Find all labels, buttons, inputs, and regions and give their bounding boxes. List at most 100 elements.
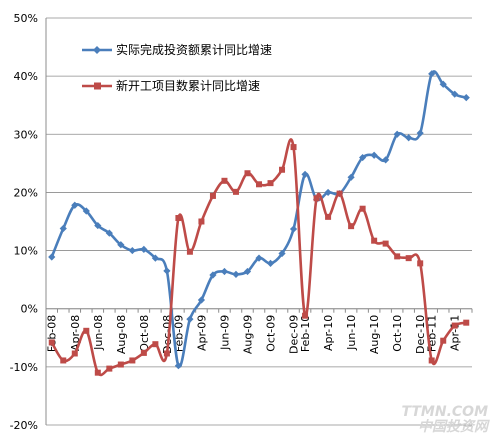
data-point-diamond xyxy=(289,225,298,233)
data-point-diamond xyxy=(439,80,447,88)
data-point-diamond xyxy=(186,315,194,323)
data-point-diamond xyxy=(416,129,424,137)
legend-label: 新开工项目数累计同比增速 xyxy=(116,78,260,93)
data-point-square xyxy=(244,170,251,177)
watermark-line1: TTMN.COM xyxy=(401,404,489,420)
x-tick-label: Feb-08 xyxy=(46,315,59,352)
data-point-diamond xyxy=(405,134,413,142)
data-point-square xyxy=(267,180,274,187)
data-point-square xyxy=(198,218,205,225)
y-tick-label: 50% xyxy=(14,12,38,25)
x-tick-label: Jun-10 xyxy=(345,315,358,351)
data-point-diamond xyxy=(140,245,148,254)
data-point-diamond xyxy=(151,254,159,262)
data-point-square xyxy=(163,350,170,357)
data-point-diamond xyxy=(393,130,401,138)
data-point-diamond xyxy=(59,224,67,233)
data-point-diamond xyxy=(232,270,240,279)
data-point-square xyxy=(290,144,297,151)
data-point-square xyxy=(117,361,124,368)
data-point-diamond xyxy=(243,267,252,276)
x-axis-tick-labels: Feb-08 Apr-08 Jun-08 Aug-08 Oct-08 Dec-08Feb-… xyxy=(46,315,462,354)
data-point-square xyxy=(463,319,470,326)
data-point-diamond xyxy=(82,207,90,215)
data-point-square xyxy=(129,357,136,364)
x-tick-label: Apr-09 xyxy=(195,315,208,351)
legend-marker-diamond xyxy=(93,46,101,54)
data-point-diamond xyxy=(71,201,79,209)
y-axis-tick-labels: -20% -10% 0% 10% 20% 30% 40% 50% xyxy=(10,12,38,432)
data-point-square xyxy=(106,365,113,372)
data-point-square xyxy=(428,357,435,364)
y-tick-label: 40% xyxy=(14,70,38,83)
data-point-diamond xyxy=(117,241,125,249)
data-point-square xyxy=(279,166,286,173)
x-tick-label: Apr-08 xyxy=(69,315,82,351)
data-point-diamond xyxy=(266,259,275,267)
data-point-square xyxy=(382,240,389,247)
data-point-square xyxy=(405,255,412,262)
y-tick-label: 20% xyxy=(14,186,38,199)
watermark-line2: 中国投资网 xyxy=(418,419,488,435)
data-point-diamond xyxy=(197,296,206,304)
data-point-diamond xyxy=(94,221,102,230)
data-point-square xyxy=(232,188,239,195)
data-point-diamond xyxy=(163,267,171,275)
x-tick-label: Jun-09 xyxy=(218,315,231,351)
data-point-square xyxy=(359,205,366,212)
x-tick-label: Apr-10 xyxy=(322,315,335,351)
y-tick-label: -10% xyxy=(10,361,38,374)
data-point-square xyxy=(175,215,182,222)
axes xyxy=(45,18,473,425)
y-tick-label: 30% xyxy=(14,128,38,141)
series-1 xyxy=(48,70,470,370)
data-point-square xyxy=(451,322,458,329)
data-point-diamond xyxy=(48,253,56,261)
series-group xyxy=(48,70,470,377)
data-point-square xyxy=(417,260,424,267)
data-point-square xyxy=(336,190,343,197)
data-point-diamond xyxy=(255,254,263,262)
data-point-diamond xyxy=(359,153,367,162)
x-tick-label: Oct-09 xyxy=(265,315,278,352)
data-point-diamond xyxy=(128,246,136,255)
data-point-square xyxy=(71,350,78,357)
x-tick-label: Dec-09 xyxy=(288,315,301,354)
x-tick-label: Apr-11 xyxy=(449,315,462,351)
x-tick-label: Feb-10 xyxy=(299,315,312,352)
data-point-square xyxy=(256,181,262,188)
legend-marker-square xyxy=(94,82,101,90)
data-point-diamond xyxy=(105,229,113,237)
x-tick-label: Aug-09 xyxy=(241,315,254,354)
data-point-diamond xyxy=(382,156,390,164)
data-point-square xyxy=(302,312,309,319)
data-point-square xyxy=(325,213,332,220)
data-point-diamond xyxy=(462,94,470,102)
data-point-diamond xyxy=(451,90,459,98)
x-tick-label: Aug-10 xyxy=(368,315,381,354)
x-tick-label: Aug-08 xyxy=(115,315,128,354)
data-point-diamond xyxy=(324,188,332,197)
x-tick-label: Dec-10 xyxy=(414,315,427,354)
data-point-square xyxy=(371,237,378,244)
data-point-diamond xyxy=(174,362,183,370)
data-point-square xyxy=(60,357,67,364)
x-tick-label: Jun-08 xyxy=(92,315,105,351)
data-point-square xyxy=(48,339,55,346)
data-point-square xyxy=(152,341,159,348)
data-point-diamond xyxy=(278,249,286,258)
legend-label: 实际完成投资额累计同比增速 xyxy=(116,42,272,57)
x-tick-label: Oct-10 xyxy=(391,315,404,352)
data-point-square xyxy=(221,177,228,184)
data-point-square xyxy=(394,253,401,260)
x-tick-label: Oct-08 xyxy=(138,315,151,352)
data-point-diamond xyxy=(209,271,217,279)
data-point-square xyxy=(140,349,147,356)
data-point-diamond xyxy=(301,170,309,179)
y-tick-label: -20% xyxy=(10,419,38,432)
series-2 xyxy=(48,138,470,377)
y-tick-label: 0% xyxy=(21,303,38,316)
data-point-diamond xyxy=(370,151,378,159)
